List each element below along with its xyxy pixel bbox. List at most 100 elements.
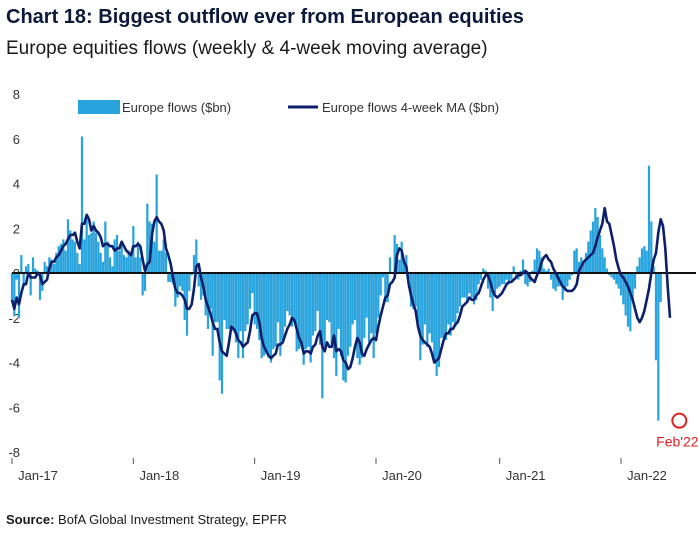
flow-bar [615,273,618,285]
flow-bar [113,239,116,273]
flow-bar [398,259,401,273]
flow-bar [302,273,305,365]
flow-bar [27,264,30,273]
flow-bar [178,273,182,287]
flow-bar [71,239,74,273]
flow-bar [570,273,574,276]
flow-bar [253,273,256,325]
flow-bar [545,270,548,273]
flow-bar [402,261,406,273]
flow-bar [521,259,525,273]
flow-bar [342,273,345,381]
y-tick-label: 8 [13,87,20,102]
legend-bar-label: Europe flows ($bn) [122,100,231,115]
flow-bar [22,273,25,287]
x-tick-label: Jan-19 [261,468,301,483]
ma-line [10,206,672,371]
flow-bar [435,273,438,376]
y-tick-label: 6 [13,132,20,147]
flow-bar [237,273,240,359]
flow-bar [622,273,625,305]
flow-bar [181,273,184,291]
flow-bar [251,273,254,294]
flow-bar [542,268,546,273]
flow-bar [428,273,431,334]
flow-bar [510,273,513,280]
flow-bar [472,273,476,305]
flow-bar [99,252,102,273]
flow-bar [416,273,420,323]
source-text: BofA Global Investment Strategy, EPFR [58,512,287,527]
flow-bar [55,252,58,273]
flow-bar [90,232,93,273]
flow-bar [76,252,79,273]
flow-bar [344,273,347,383]
flow-bar [384,273,387,303]
flow-bar [255,273,259,329]
flow-bar [629,273,632,332]
flow-bar [500,273,504,285]
flow-bar [461,273,464,298]
flow-bar [360,273,364,359]
flow-bar [45,266,49,273]
flow-bar [652,266,655,273]
flow-bar [108,257,112,273]
flow-bar [297,273,301,350]
flow-bar [339,273,343,356]
flow-bar [426,273,429,347]
flow-bar [367,273,371,343]
flow-bar [290,273,294,327]
flow-bar [314,273,317,332]
flow-bar [157,250,161,273]
flow-bar [610,273,613,278]
flow-bar [458,273,462,307]
flow-bar [323,273,326,347]
flow-bar [309,273,312,363]
flow-bar [57,246,60,273]
flow-bar [223,273,226,320]
flow-bar [288,273,291,316]
flow-bar [659,273,662,303]
flow-bar [377,273,380,318]
flow-bar [143,273,147,291]
flow-bar [87,234,91,273]
flow-bar [645,250,648,273]
flow-bar [370,273,373,334]
flow-bar [97,241,100,273]
flow-bar [547,268,550,273]
flow-bar [192,255,196,273]
flow-bar [447,273,450,325]
flow-bar [276,273,280,323]
flow-bar [617,273,620,289]
legend-line-label: Europe flows 4-week MA ($bn) [322,100,499,115]
flow-bar [412,273,415,309]
flow-bar [484,270,487,273]
flow-bar [575,248,578,273]
flow-bar [654,273,658,361]
flow-bar [582,261,585,273]
flow-bar [514,273,518,278]
flow-bar [52,264,56,273]
flow-bar [519,270,522,273]
source-label: Source: [6,512,55,527]
flow-bar [262,273,266,356]
flow-bar [388,257,392,273]
flow-bar [69,230,72,273]
flow-bar [400,241,403,273]
flow-bar [328,273,331,323]
flow-bar [190,273,193,276]
flow-bar [577,261,581,273]
flow-bar [29,273,32,296]
flow-bar [512,266,515,273]
flow-bar [167,273,170,282]
flow-bar [85,219,88,273]
flow-bar [633,273,637,289]
flow-bar [468,273,471,294]
flow-bar [444,273,448,341]
flow-bar [423,273,427,325]
flow-bar [594,208,597,273]
chart-subtitle: Europe equities flows (weekly & 4-week m… [6,38,488,59]
flow-bar [554,273,557,291]
flow-bar [162,239,165,273]
flow-bar [379,273,382,296]
